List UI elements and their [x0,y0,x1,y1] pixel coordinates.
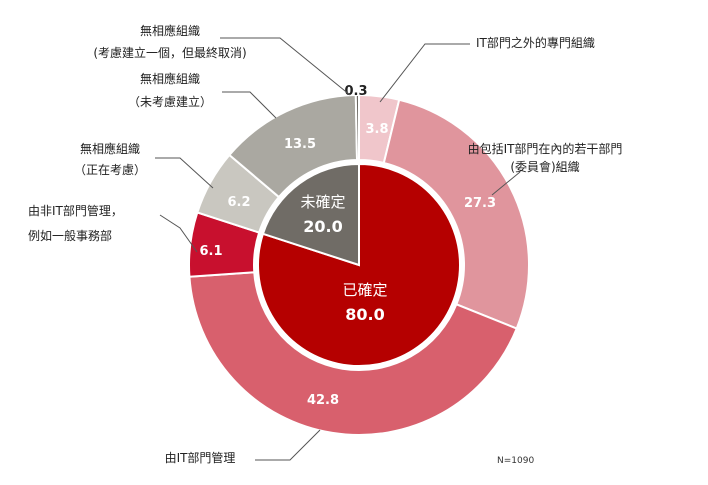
inner-slice [261,162,360,267]
category-label: 無相應組織 [140,71,200,86]
category-label: (委員會)組織 [510,160,579,174]
inner-value-label: 20.0 [303,217,342,236]
outer-value-label: 6.1 [199,244,222,259]
category-label: 由IT部門管理 [165,450,236,465]
category-label: 無相應組織 [80,141,140,156]
category-label: (考慮建立一個，但最終取消) [93,45,246,60]
outer-slice [354,93,360,162]
outer-value-label: 27.3 [464,196,496,211]
category-label: 無相應組織 [140,23,200,38]
category-label: IT部門之外的專門組織 [476,35,595,50]
inner-pie [254,160,464,370]
sample-size-note: N=1090 [497,456,535,466]
category-label: 例如一般事務部 [28,228,112,243]
leader-line [220,37,351,96]
inner-label: 已確定 [342,281,387,299]
outer-value-label: 6.2 [227,195,250,210]
outer-value-label: 3.8 [365,122,388,137]
inner-value-label: 80.0 [345,305,384,324]
category-label: （未考慮建立） [128,94,212,109]
category-label: 由包括IT部門在內的若干部門 [468,141,623,156]
leader-line [379,43,470,103]
inner-label: 未確定 [300,193,345,211]
category-label: （正在考慮） [74,163,146,177]
category-label: 由非IT部門管理， [28,203,123,218]
outer-value-label: 42.8 [307,393,339,408]
leader-line [159,214,198,253]
leader-line [491,171,521,196]
outer-value-label: 0.3 [344,84,367,99]
leader-line [155,157,214,189]
leader-line [255,429,321,461]
outer-value-label: 13.5 [284,137,316,152]
outer-ring [188,93,530,436]
leader-line [222,91,277,119]
